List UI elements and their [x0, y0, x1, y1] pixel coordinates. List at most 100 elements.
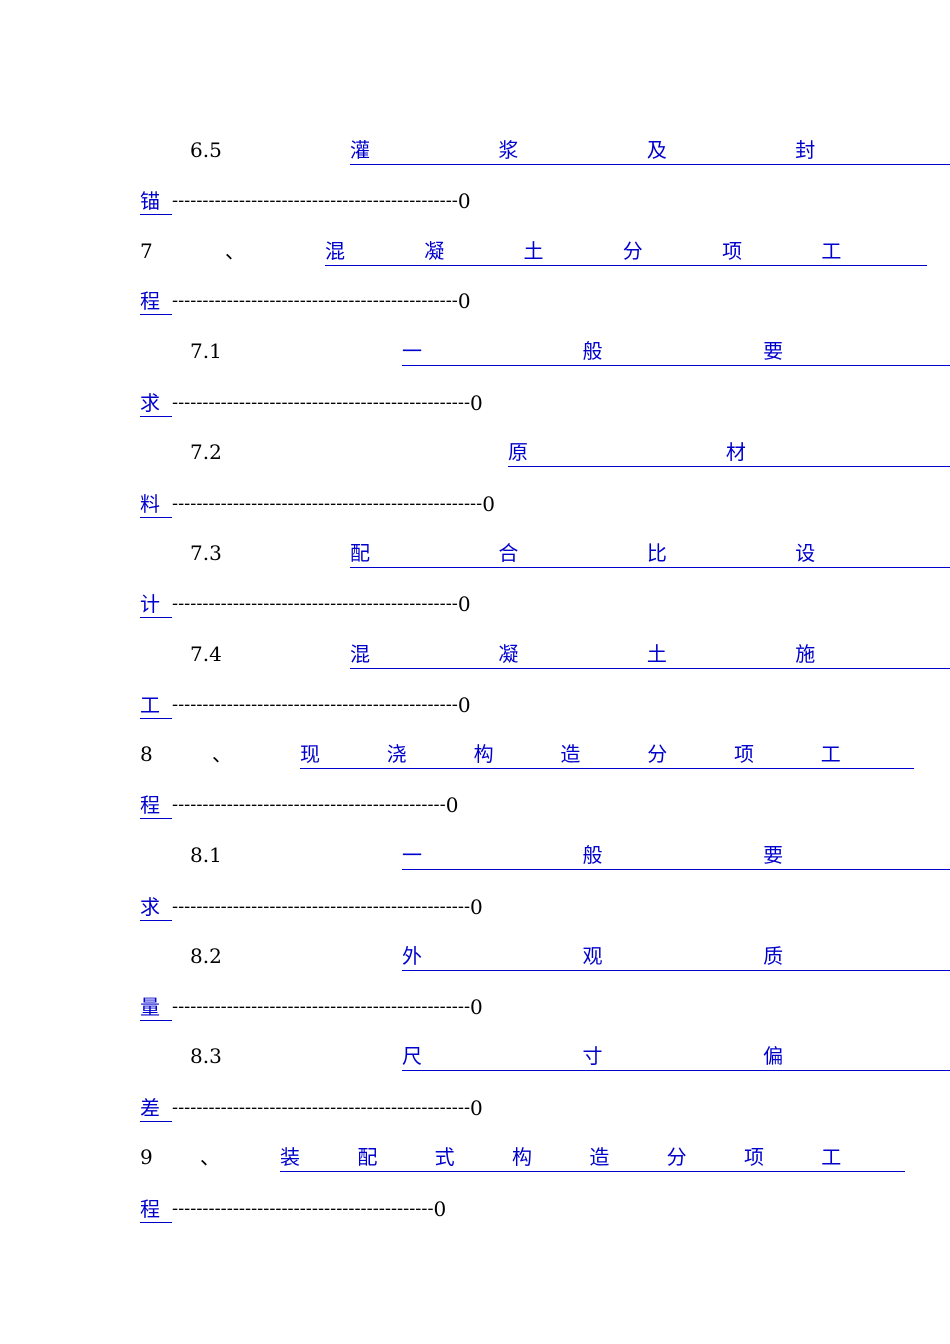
title-char: 土 — [523, 238, 544, 263]
title-char: 尺 — [402, 1043, 422, 1068]
title-spacer — [944, 942, 950, 970]
toc-entry-line2: 锚 ---------------------------------------… — [0, 186, 950, 216]
title-char: 封 — [795, 137, 816, 162]
toc-entry-line2: 求 ---------------------------------------… — [0, 892, 950, 922]
title-char: 凝 — [498, 641, 519, 666]
toc-link-tail[interactable]: 计 — [140, 591, 172, 618]
section-number: 8.2 — [190, 944, 222, 968]
toc-link-tail[interactable]: 差 — [140, 1095, 172, 1122]
title-char: 要 — [763, 338, 784, 363]
title-char: 配 — [357, 1144, 378, 1169]
toc-link-tail[interactable]: 求 — [140, 894, 172, 921]
title-char: 造 — [589, 1144, 610, 1169]
page-number: 0 — [445, 793, 459, 817]
toc-link-tail[interactable]: 锚 — [140, 188, 172, 215]
page-number: 0 — [433, 1197, 447, 1221]
title-spacer — [944, 438, 950, 466]
toc-tail: 锚 ---------------------------------------… — [140, 186, 471, 216]
title-char: 合 — [498, 540, 519, 565]
title-char: 混 — [325, 238, 345, 263]
toc-link[interactable]: 混凝土施 — [350, 639, 950, 669]
title-char: 及 — [646, 137, 667, 162]
page-number: 0 — [457, 693, 471, 717]
page-number: 0 — [457, 592, 471, 616]
leader-dashes: ----------------------------------------… — [172, 794, 446, 815]
title-spacer — [899, 1143, 905, 1171]
title-char: 工 — [821, 1144, 842, 1169]
title-char: 凝 — [424, 238, 445, 263]
leader-dashes: ----------------------------------------… — [172, 896, 471, 917]
toc-link[interactable]: 混凝土分项工 — [325, 236, 927, 266]
toc-tail: 工 ---------------------------------------… — [140, 690, 471, 720]
section-number: 8 — [140, 742, 153, 766]
toc-link[interactable]: 一般要 — [402, 336, 950, 366]
section-number: 6.5 — [190, 138, 222, 162]
section-number: 7 — [140, 239, 153, 263]
toc-entry-line1: 8.1 一 般 要 — [0, 840, 950, 870]
toc-link-tail[interactable]: 求 — [140, 390, 172, 417]
title-char: 原 — [508, 439, 528, 464]
toc-link[interactable]: 装配式构造分项工 — [280, 1142, 905, 1172]
page-number: 0 — [470, 1096, 483, 1120]
page-number: 0 — [470, 895, 483, 919]
toc-link[interactable]: 尺寸偏 — [402, 1041, 950, 1071]
page-number: 0 — [470, 995, 483, 1019]
toc-entry-line1: 8 、 现 浇 构 造 分 项 工 — [0, 739, 950, 769]
toc-tail: 求 ---------------------------------------… — [140, 388, 483, 418]
toc-link[interactable]: 灌浆及封 — [350, 135, 950, 165]
leader-dashes: ----------------------------------------… — [172, 493, 483, 514]
toc-entry-line1: 8.2 外 观 质 — [0, 941, 950, 971]
toc-entry-line2: 程 ---------------------------------------… — [0, 1194, 950, 1224]
section-separator: 、 — [225, 239, 245, 263]
title-spacer — [944, 640, 950, 668]
title-char: 材 — [725, 439, 746, 464]
toc-link-tail[interactable]: 工 — [140, 692, 172, 719]
toc-tail: 程 ---------------------------------------… — [140, 1194, 446, 1224]
toc-entry-line1: 7 、 混 凝 土 分 项 工 — [0, 236, 950, 266]
title-spacer — [908, 740, 914, 768]
toc-entry-line1: 8.3 尺 寸 偏 — [0, 1041, 950, 1071]
toc-link-tail[interactable]: 程 — [140, 1196, 172, 1223]
toc-link-tail[interactable]: 料 — [140, 491, 172, 518]
toc-entry-line2: 料 ---------------------------------------… — [0, 489, 950, 519]
section-number: 8.1 — [190, 843, 222, 867]
title-char: 设 — [795, 540, 816, 565]
toc-entry-line1: 7.4 混 凝 土 施 — [0, 639, 950, 669]
toc-link-tail[interactable]: 量 — [140, 994, 172, 1021]
toc-tail: 料 ---------------------------------------… — [140, 489, 495, 519]
toc-tail: 求 ---------------------------------------… — [140, 892, 483, 922]
section-number: 9 — [140, 1145, 153, 1169]
toc-link-tail[interactable]: 程 — [140, 288, 172, 315]
title-char: 分 — [622, 238, 643, 263]
title-char: 质 — [763, 943, 784, 968]
toc-link-tail[interactable]: 程 — [140, 792, 172, 819]
title-char: 施 — [795, 641, 816, 666]
title-char: 项 — [722, 238, 743, 263]
section-number: 7.1 — [190, 339, 222, 363]
toc-link[interactable]: 一般要 — [402, 840, 950, 870]
title-char: 项 — [743, 1144, 764, 1169]
title-char: 寸 — [582, 1043, 603, 1068]
toc-link[interactable]: 现浇构造分项工 — [300, 739, 914, 769]
title-char: 外 — [402, 943, 422, 968]
toc-entry-line1: 6.5 灌 浆 及 封 — [0, 135, 950, 165]
toc-entry-line1: 7.2 原材 — [0, 437, 950, 467]
toc-entry-line2: 程 ---------------------------------------… — [0, 286, 950, 316]
section-number: 8.3 — [190, 1044, 222, 1068]
page-number: 0 — [482, 492, 495, 516]
toc-entry-line1: 9 、 装 配 式 构 造 分 项 工 — [0, 1142, 950, 1172]
toc-link[interactable]: 配合比设 — [350, 538, 950, 568]
leader-dashes: ----------------------------------------… — [172, 1198, 434, 1219]
title-spacer — [944, 136, 950, 164]
title-char: 一 — [402, 842, 422, 867]
title-char: 分 — [647, 741, 668, 766]
leader-dashes: ----------------------------------------… — [172, 694, 458, 715]
toc-link[interactable]: 原材 — [508, 437, 950, 467]
leader-dashes: ----------------------------------------… — [172, 1097, 471, 1118]
title-char: 装 — [280, 1144, 300, 1169]
section-number: 7.4 — [190, 642, 222, 666]
toc-link[interactable]: 外观质 — [402, 941, 950, 971]
toc-tail: 差 ---------------------------------------… — [140, 1093, 483, 1123]
toc-tail: 程 ---------------------------------------… — [140, 286, 471, 316]
